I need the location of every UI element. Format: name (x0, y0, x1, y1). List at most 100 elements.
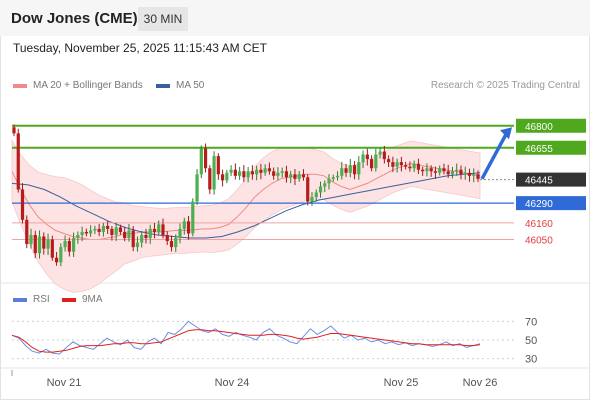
candle (195, 169, 199, 205)
candle-body (433, 171, 438, 173)
candle-body (242, 171, 246, 178)
candle-body (84, 231, 88, 234)
candle (238, 166, 242, 180)
candle (425, 163, 429, 177)
candle-body (352, 165, 357, 175)
candle-body (50, 239, 54, 258)
candle-body (327, 178, 331, 184)
legend-rsi-ma-swatch (62, 297, 76, 302)
candle (450, 166, 455, 179)
candle-body (255, 169, 259, 175)
candle (340, 161, 344, 180)
candle (433, 166, 438, 179)
candle-body (361, 154, 365, 163)
candle-body (467, 172, 472, 176)
candle-body (33, 234, 37, 254)
candle (412, 160, 416, 173)
candle (327, 174, 331, 190)
candle (348, 158, 352, 178)
candle (246, 167, 250, 183)
timeframe-badge[interactable]: 30 MIN (138, 7, 188, 31)
candle-body (250, 171, 254, 175)
timestamp: Tuesday, November 25, 2025 11:15:43 AM C… (13, 41, 267, 55)
candle-body (16, 133, 20, 190)
candle-body (272, 171, 276, 176)
candle (80, 226, 84, 242)
level-text-46445: 46445 (525, 176, 553, 187)
candle (67, 237, 71, 257)
candle-body (93, 228, 97, 231)
candle (54, 251, 59, 266)
candle-body (446, 171, 450, 175)
level-tag-46655 (516, 140, 586, 155)
rsi-tick-70: 70 (525, 316, 537, 328)
candle-body (178, 228, 182, 239)
candle (297, 170, 301, 182)
candle (476, 170, 480, 182)
level-text-46800: 46800 (525, 122, 553, 133)
candle-body (110, 228, 114, 235)
candle-body (12, 127, 16, 134)
candle-body (148, 228, 152, 239)
candle (174, 234, 178, 252)
candle-body (106, 225, 110, 229)
candle (293, 168, 297, 186)
candle (361, 150, 365, 169)
candle-body (165, 234, 169, 242)
candle-body (67, 241, 71, 252)
candle (408, 161, 412, 172)
candle (314, 189, 318, 202)
candle-body (186, 221, 191, 234)
x-tick-label: Nov 26 (463, 377, 498, 389)
candle (16, 128, 20, 193)
credit-text: Research © 2025 Trading Central (430, 80, 580, 91)
candle-body (182, 221, 186, 229)
candle (421, 166, 425, 176)
candle-body (263, 168, 267, 173)
instrument-title: Dow Jones (CME) (11, 10, 138, 27)
candle (459, 165, 463, 180)
candle (446, 164, 450, 178)
rsi-ma-line (11, 329, 481, 353)
candle (289, 170, 293, 184)
candle (114, 222, 118, 242)
candle (37, 230, 42, 259)
candle-body (71, 238, 76, 252)
candle-body (450, 171, 455, 175)
candle-body (463, 172, 467, 175)
candle (267, 162, 272, 175)
legend-ma20-label: MA 20 + Bollinger Bands (33, 80, 143, 91)
candle-body (412, 163, 416, 169)
candle (369, 155, 374, 172)
level-text-46160: 46160 (525, 219, 553, 230)
candle (323, 180, 327, 193)
candle-body (382, 151, 386, 160)
level-label-46655: 46655 (516, 140, 586, 155)
candle-body (331, 177, 335, 179)
candle (318, 181, 323, 198)
candle-body (144, 234, 148, 239)
candle-body (208, 168, 212, 190)
candle (20, 183, 25, 224)
candle (191, 198, 195, 237)
candle-body (429, 168, 433, 172)
candle (259, 163, 263, 180)
level-tag-46800 (516, 118, 586, 133)
candle-body (169, 241, 174, 248)
candle-body (174, 238, 178, 248)
candle-body (123, 231, 127, 239)
candle-body (212, 156, 216, 190)
candle (233, 163, 237, 180)
candle (220, 169, 225, 187)
legend-ma50-label: MA 50 (176, 80, 205, 91)
candle-body (161, 224, 165, 235)
candle-body (229, 169, 233, 173)
legend-rsi-label: RSI (33, 294, 50, 305)
candle (280, 167, 284, 178)
candle (301, 169, 306, 181)
candle-body (89, 230, 93, 234)
candle (118, 224, 123, 235)
legend-rsi-ma-label: 9MA (82, 294, 103, 305)
candle-body (318, 186, 323, 193)
level-text-46050: 46050 (525, 236, 553, 247)
